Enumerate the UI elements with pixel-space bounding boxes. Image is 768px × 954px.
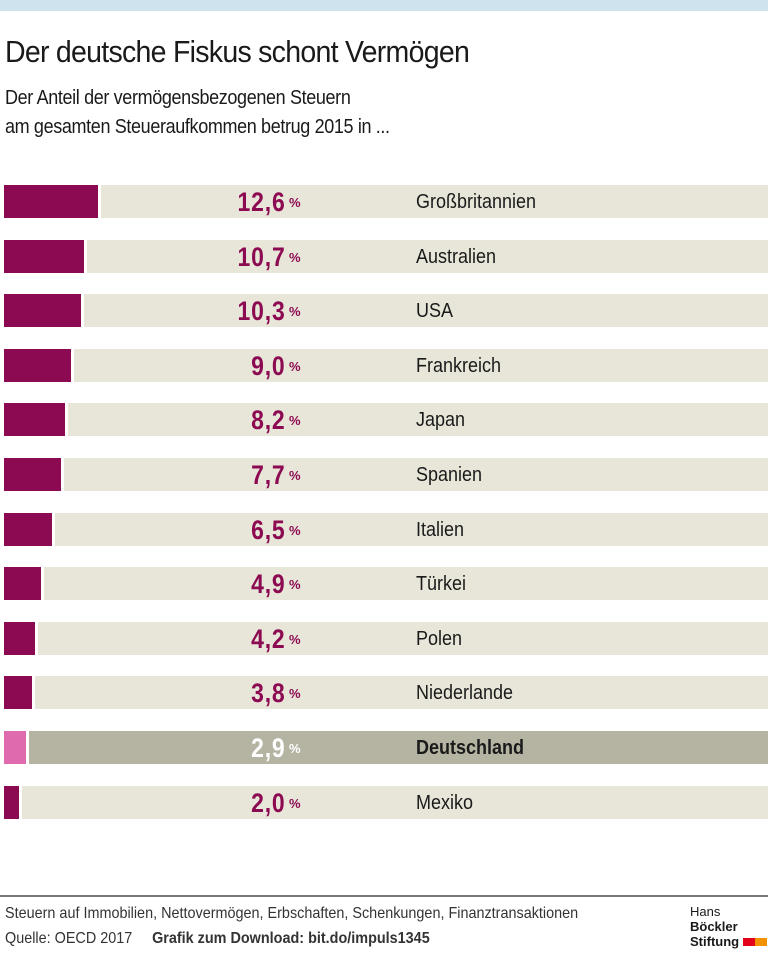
bar-track [22,785,768,819]
bar [4,458,61,491]
unit-label: % [289,304,301,320]
subtitle-line1: Der Anteil der vermögensbezogenen Steuer… [5,87,351,109]
bar [4,676,32,710]
bar [4,567,41,601]
unit-label: % [289,686,301,702]
unit-label: % [289,358,301,374]
top-stripe [0,0,768,11]
bar-track [87,239,768,273]
unit-label: % [289,413,301,429]
bar-track [29,731,768,764]
bar-row: 8,2% Japan [0,403,768,437]
bar [4,239,84,273]
value-label: 2,0 [251,787,286,818]
value-label: 9,0 [251,350,286,381]
chart-title: Der deutsche Fiskus schont Vermögen [5,34,470,69]
bar-row: 10,7% Australien [0,239,768,273]
bar-track [74,348,768,382]
bar-track [101,185,768,218]
bar-row: 3,8% Niederlande [0,676,768,710]
category-label: USA [416,300,454,323]
unit-label: % [289,631,301,647]
bar-row: 9,0% Frankreich [0,348,768,382]
bar [4,512,52,546]
bar-track [35,676,768,710]
value-label: 7,7 [251,460,286,490]
value-label: 10,7 [237,241,286,272]
category-label: Großbritannien [416,191,537,213]
bar-track [38,621,768,655]
bar-row: 4,2% Polen [0,621,768,655]
bar-track [64,458,768,491]
unit-label: % [289,468,301,483]
unit-label: % [289,522,301,538]
unit-label: % [289,195,301,210]
value-label: 4,2 [251,623,286,654]
footer-source-line: Quelle: OECD 2017 Grafik zum Download: bi… [5,930,430,948]
value-label: 12,6 [237,187,286,217]
category-label: Spanien [416,464,483,486]
category-label: Niederlande [416,682,514,705]
bar-row: 2,0% Mexiko [0,785,768,819]
bar-track [44,567,768,601]
unit-label: % [289,795,301,811]
subtitle-line2: am gesamten Steueraufkommen betrug 2015 … [5,116,390,138]
unit-label: % [289,249,301,265]
category-label: Italien [416,518,465,541]
bar-track [55,512,768,546]
bar [4,785,19,819]
unit-label: % [289,577,301,593]
bar-row: 2,9% Deutschland [0,731,768,764]
bar-track [84,294,768,328]
bar [4,403,65,437]
bar [4,621,35,655]
hans-boeckler-logo: Hans Böckler Stiftung [690,904,768,949]
footer-source: Quelle: OECD 2017 [5,930,133,947]
value-label: 4,9 [251,569,286,600]
footer-divider [0,895,768,897]
footer-note: Steuern auf Immobilien, Nettovermögen, E… [5,905,579,922]
footer-download: Grafik zum Download: bit.do/impuls1345 [152,930,430,947]
category-label: Australien [416,245,497,268]
value-label: 6,5 [251,514,286,545]
bar [4,731,26,764]
category-label: Japan [416,409,466,432]
bar-row: 6,5% Italien [0,512,768,546]
bar-row: 10,3% USA [0,294,768,328]
bar-row: 4,9% Türkei [0,567,768,601]
category-label: Polen [416,627,463,650]
bar-row: 12,6% Großbritannien [0,185,768,218]
value-label: 8,2 [251,405,286,436]
category-label: Deutschland [416,737,525,759]
bar-row: 7,7% Spanien [0,458,768,491]
value-label: 10,3 [237,296,286,327]
value-label: 3,8 [251,678,286,709]
value-label: 2,9 [251,733,286,763]
unit-label: % [289,741,301,756]
bar [4,185,98,218]
bar-track [68,403,768,437]
category-label: Frankreich [416,354,502,377]
bar [4,294,81,328]
category-label: Türkei [416,573,467,596]
category-label: Mexiko [416,791,474,814]
bar [4,348,71,382]
